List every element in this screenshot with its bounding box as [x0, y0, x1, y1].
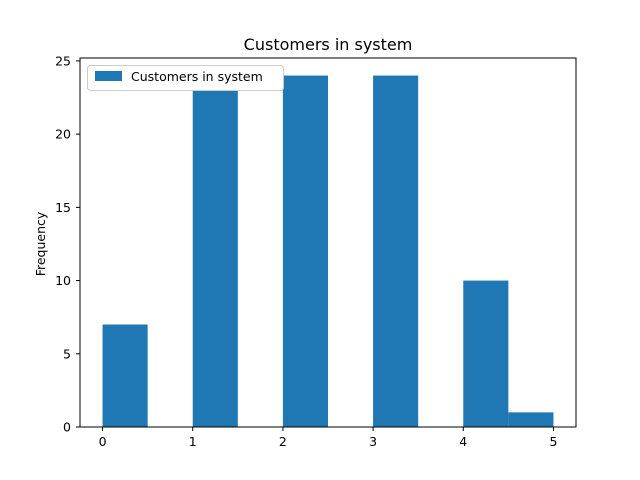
- bar-3: [373, 75, 419, 428]
- y-tick-label-2: 10: [55, 273, 71, 288]
- bar-5: [508, 412, 554, 427]
- axes-frame: [79, 57, 577, 428]
- chart-title: Customers in system: [244, 35, 413, 54]
- x-ticks-group: 0 1 2 3 4 5: [99, 427, 557, 449]
- y-ticks-group: 0 5 10 15 20 25: [55, 53, 80, 435]
- x-tick-label-5: 5: [549, 434, 557, 449]
- bar-4: [463, 280, 509, 427]
- y-tick-label-0: 0: [63, 420, 71, 435]
- bar-2: [282, 75, 328, 428]
- bar-1: [192, 90, 238, 427]
- x-tick-label-4: 4: [459, 434, 467, 449]
- y-tick-label-5: 25: [55, 53, 71, 68]
- bars-group: [102, 75, 554, 428]
- y-tick-label-3: 15: [55, 200, 71, 215]
- x-tick-label-1: 1: [189, 434, 197, 449]
- x-tick-label-0: 0: [99, 434, 107, 449]
- legend-label: Customers in system: [131, 69, 263, 84]
- legend-box: [87, 65, 284, 91]
- y-axis-label: Frequency: [33, 211, 48, 276]
- bar-0: [102, 324, 148, 427]
- y-tick-label-4: 20: [55, 127, 71, 142]
- legend-swatch: [95, 71, 122, 81]
- x-tick-label-3: 3: [369, 434, 377, 449]
- x-tick-label-2: 2: [279, 434, 287, 449]
- y-tick-label-1: 5: [63, 346, 71, 361]
- legend: Customers in system: [87, 65, 284, 91]
